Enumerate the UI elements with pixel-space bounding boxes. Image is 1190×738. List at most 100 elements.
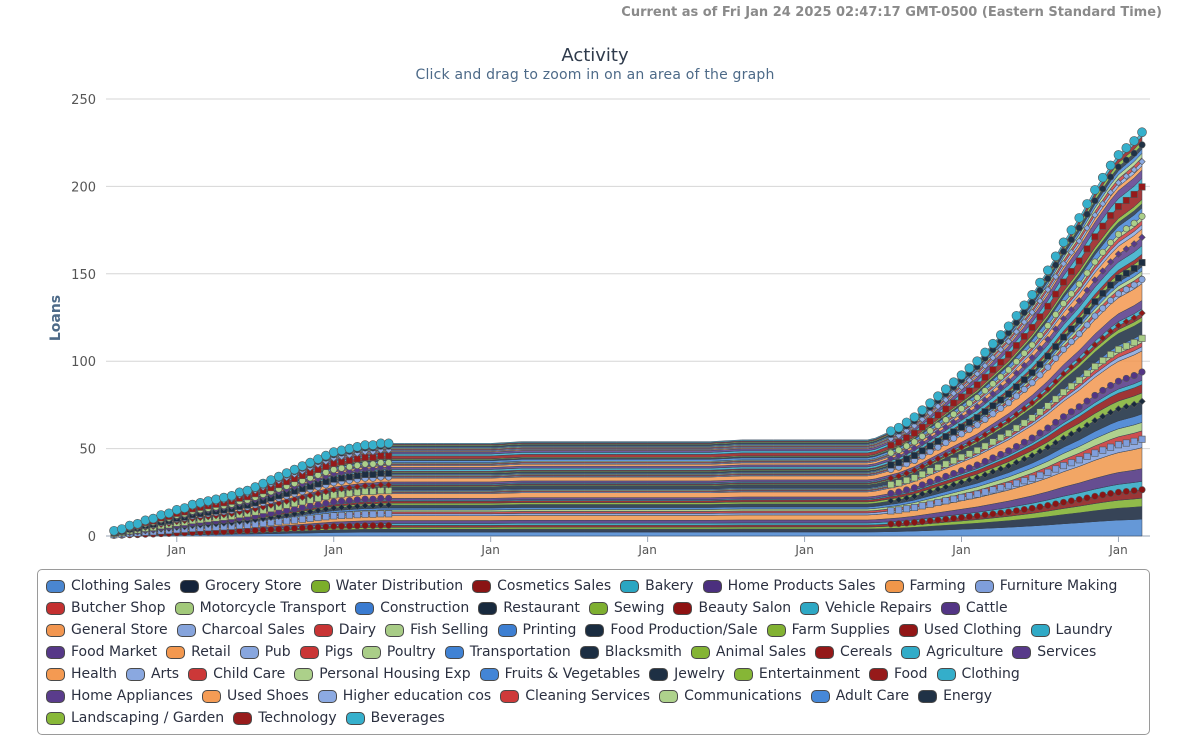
legend-item[interactable]: Agriculture (901, 641, 1003, 663)
legend-label: Clothing (961, 666, 1020, 682)
legend-swatch (918, 689, 938, 703)
data-point (918, 490, 926, 498)
legend-item[interactable]: Beverages (345, 707, 445, 729)
data-point (1052, 261, 1060, 269)
data-point (1114, 163, 1122, 171)
legend-item[interactable]: Bakery (620, 575, 694, 597)
data-point (322, 523, 330, 531)
legend-item[interactable]: Cosmetics Sales (472, 575, 611, 597)
legend-item[interactable]: Health (46, 663, 117, 685)
legend-item[interactable]: Home Appliances (46, 685, 193, 707)
last-updated-timestamp: Current as of Fri Jan 24 2025 02:47:17 G… (621, 5, 1162, 20)
data-point (1122, 172, 1130, 180)
legend-item[interactable]: Farming (884, 575, 966, 597)
legend-item[interactable]: Retail (166, 641, 231, 663)
legend-item[interactable]: Energy (918, 685, 992, 707)
legend-item[interactable]: Landscaping / Garden (46, 707, 224, 729)
legend-swatch (46, 711, 65, 725)
legend-item[interactable]: Poultry (361, 641, 436, 663)
legend-item[interactable]: Farm Supplies (766, 619, 890, 641)
legend-item[interactable]: Laundry (1030, 619, 1113, 641)
data-point (1114, 250, 1123, 258)
legend-item[interactable]: Jewelry (649, 663, 725, 685)
legend-item[interactable]: Technology (233, 707, 337, 729)
data-point (1020, 419, 1028, 427)
data-point (950, 399, 958, 407)
data-point (926, 488, 934, 496)
data-point (1099, 248, 1107, 256)
data-point (995, 330, 1006, 340)
data-point (997, 450, 1005, 458)
legend-item[interactable]: Adult Care (810, 685, 909, 707)
legend-item[interactable]: General Store (46, 619, 168, 641)
legend-item[interactable]: Food (868, 663, 928, 685)
chart-subtitle: Click and drag to zoom in on an area of … (415, 67, 775, 83)
legend-item[interactable]: Child Care (188, 663, 285, 685)
data-point (972, 356, 983, 367)
legend-label: Motorcycle Transport (199, 600, 347, 616)
legend-item[interactable]: Butcher Shop (46, 597, 166, 619)
legend-item[interactable]: Higher education cos (317, 685, 491, 707)
data-point (1036, 360, 1044, 368)
legend-item[interactable]: Entertainment (733, 663, 860, 685)
legend-item[interactable]: Home Products Sales (702, 575, 876, 597)
legend-item[interactable]: Furniture Making (974, 575, 1117, 597)
data-point (1044, 335, 1052, 344)
legend-item[interactable]: Pub (239, 641, 291, 663)
data-point (352, 442, 363, 452)
legend-swatch (201, 689, 221, 703)
legend-item[interactable]: Used Clothing (898, 619, 1022, 641)
data-point (934, 464, 942, 472)
data-point (1137, 127, 1147, 138)
data-point (1059, 434, 1068, 442)
legend-item[interactable]: Services (1012, 641, 1096, 663)
data-point (330, 466, 338, 474)
legend-item[interactable]: Motorcycle Transport (174, 597, 347, 619)
data-point (1036, 447, 1044, 456)
legend-item[interactable]: Dairy (313, 619, 376, 641)
legend-item[interactable]: Sewing (588, 597, 664, 619)
legend-item[interactable]: Pigs (299, 641, 353, 663)
data-point (1036, 344, 1044, 353)
data-point (956, 370, 967, 380)
data-point (1067, 430, 1075, 438)
data-point (369, 502, 377, 510)
legend-item[interactable]: Grocery Store (179, 575, 302, 597)
legend-item[interactable]: Charcoal Sales (176, 619, 305, 641)
legend-item[interactable]: Restaurant (478, 597, 580, 619)
legend-item[interactable]: Communications (659, 685, 802, 707)
legend-item[interactable]: Beauty Salon (673, 597, 791, 619)
legend-item[interactable]: Construction (355, 597, 469, 619)
legend-item[interactable]: Animal Sales (690, 641, 806, 663)
data-point (965, 450, 973, 458)
legend-item[interactable]: Clothing (936, 663, 1020, 685)
data-point (242, 485, 253, 496)
data-point (1083, 421, 1091, 429)
legend-item[interactable]: Cattle (940, 597, 1008, 619)
data-point (1067, 306, 1075, 314)
legend-item[interactable]: Vehicle Repairs (800, 597, 932, 619)
data-point (942, 483, 950, 491)
legend-item[interactable]: Fish Selling (385, 619, 489, 641)
legend-item[interactable]: Blacksmith (579, 641, 682, 663)
data-point (965, 418, 973, 426)
legend-item[interactable]: Cereals (815, 641, 892, 663)
legend-item[interactable]: Used Shoes (201, 685, 309, 707)
legend-item[interactable]: Transportation (444, 641, 571, 663)
legend-item[interactable]: Water Distribution (310, 575, 463, 597)
data-point (353, 496, 361, 504)
legend-item[interactable]: Fruits & Vegetables (479, 663, 640, 685)
activity-chart[interactable]: 0 50 100 150 200 250 Jan Jan Jan Jan Jan Jan Jan Lo… (0, 0, 1190, 565)
data-point (1107, 212, 1115, 220)
legend-item[interactable]: Clothing Sales (46, 575, 171, 597)
data-point (934, 428, 942, 437)
legend-item[interactable]: Personal Housing Exp (294, 663, 471, 685)
legend-item[interactable]: Cleaning Services (500, 685, 650, 707)
legend-item[interactable]: Arts (125, 663, 179, 685)
legend-item[interactable]: Food Market (46, 641, 157, 663)
data-point (989, 486, 997, 494)
data-point (1060, 333, 1068, 341)
legend-item[interactable]: Printing (497, 619, 576, 641)
legend-item[interactable]: Food Production/Sale (585, 619, 758, 641)
data-point (306, 502, 314, 510)
